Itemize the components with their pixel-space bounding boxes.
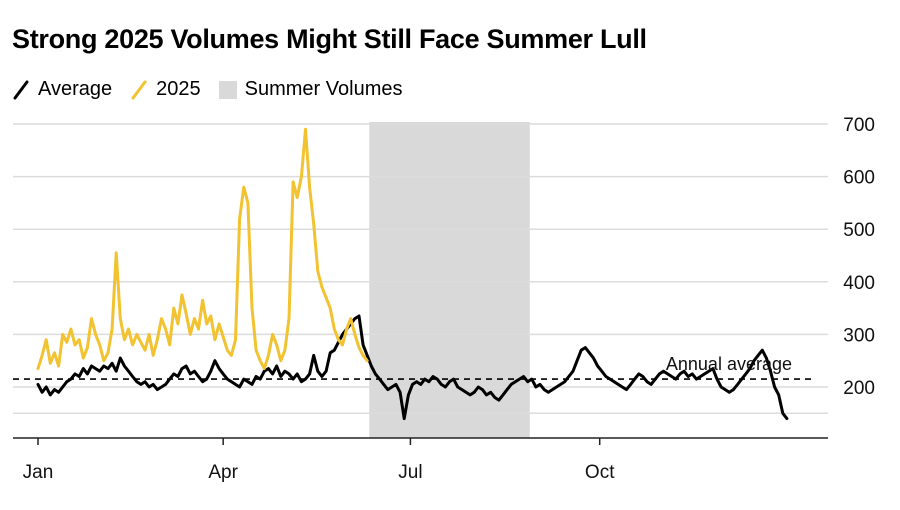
series-line-average — [36, 314, 789, 421]
legend-swatch-summer — [218, 80, 237, 99]
y-tick-label-200: 200 — [843, 378, 875, 399]
legend-label-average: Average — [38, 78, 113, 100]
y-tick-label-500: 500 — [843, 220, 875, 241]
y-tick-label-400: 400 — [843, 273, 875, 294]
x-tick-label-apr: Apr — [208, 462, 238, 483]
annual-average-label: Annual average — [666, 354, 792, 374]
legend-item-summer: Summer Volumes — [218, 78, 403, 101]
series-line-2025 — [36, 127, 369, 371]
x-tick-label-jul: Jul — [398, 462, 422, 483]
legend-label-2025: 2025 — [156, 78, 201, 100]
x-tick-label-jan: Jan — [23, 462, 54, 483]
legend-item-average: Average — [12, 78, 112, 101]
y-tick-label-700: 700 — [843, 115, 875, 136]
legend-swatch-2025 — [131, 80, 147, 99]
y-tick-label-600: 600 — [843, 168, 875, 189]
legend: Average 2025 Summer Volumes — [12, 78, 420, 101]
legend-item-2025: 2025 — [130, 78, 201, 101]
x-tick-label-oct: Oct — [585, 462, 615, 483]
legend-swatch-average — [13, 80, 29, 99]
y-tick-label-300: 300 — [843, 325, 875, 346]
legend-label-summer: Summer Volumes — [244, 78, 403, 100]
chart-title: Strong 2025 Volumes Might Still Face Sum… — [12, 24, 647, 54]
